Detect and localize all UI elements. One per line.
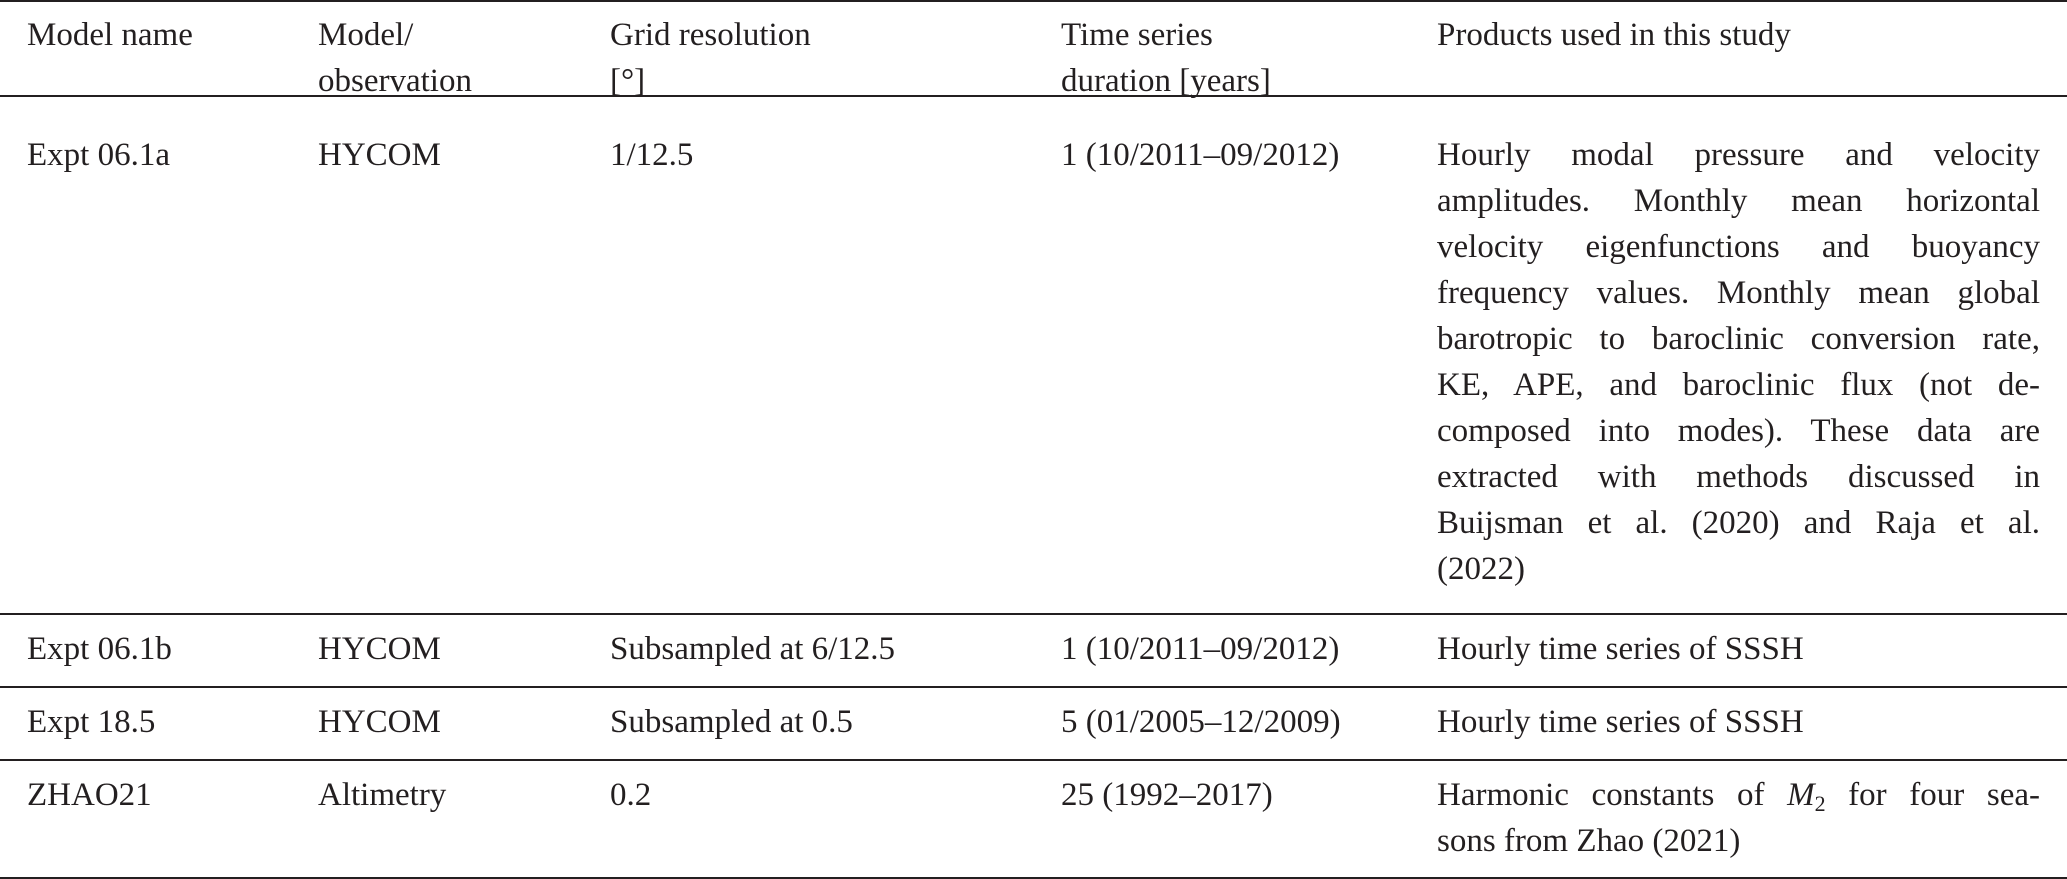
products-line: Buijsman et al. (2020) and Raja et al.	[1437, 505, 2040, 541]
cell-duration: 1 (10/2011–09/2012)	[1061, 631, 1340, 667]
products-line: extracted with methods discussed in	[1437, 459, 2040, 495]
products-line: Harmonic constants of M2 for four sea-	[1437, 777, 2040, 816]
cell-grid-resolution: Subsampled at 0.5	[610, 704, 853, 740]
cell-grid-resolution: Subsampled at 6/12.5	[610, 631, 896, 667]
products-line: frequency values. Monthly mean global	[1437, 275, 2040, 311]
products-line: Hourly modal pressure and velocity	[1437, 137, 2040, 173]
header-grid-resolution: Grid resolution [°]	[610, 17, 811, 99]
cell-products: Hourly modal pressure and velocity ampli…	[1437, 132, 2040, 592]
cell-duration: 1 (10/2011–09/2012)	[1061, 137, 1340, 173]
cell-model-name: Expt 06.1b	[27, 631, 172, 667]
products-line: amplitudes. Monthly mean horizontal	[1437, 183, 2040, 219]
table-bottom-rule	[0, 877, 2067, 879]
cell-products: Hourly time series of SSSH	[1437, 704, 1804, 740]
header-model-observation: Model/ observation	[318, 17, 472, 99]
cell-duration: 25 (1992–2017)	[1061, 777, 1273, 813]
header-model-name: Model name	[27, 17, 193, 53]
row-separator	[0, 759, 2067, 761]
products-line: KE, APE, and baroclinic flux (not de-	[1437, 367, 2040, 403]
cell-grid-resolution: 0.2	[610, 777, 652, 813]
cell-model-name: Expt 18.5	[27, 704, 156, 740]
cell-products: Harmonic constants of M2 for four sea- s…	[1437, 772, 2040, 864]
cell-model-type: HYCOM	[318, 704, 441, 740]
products-line: (2022)	[1437, 551, 1525, 587]
products-line: sons from Zhao (2021)	[1437, 823, 1741, 859]
cell-grid-resolution: 1/12.5	[610, 137, 694, 173]
cell-model-name: ZHAO21	[27, 777, 152, 813]
cell-model-type: HYCOM	[318, 137, 441, 173]
products-line: composed into modes). These data are	[1437, 413, 2040, 449]
header-bottom-rule	[0, 95, 2067, 97]
cell-products: Hourly time series of SSSH	[1437, 631, 1804, 667]
cell-model-type: HYCOM	[318, 631, 441, 667]
row-separator	[0, 613, 2067, 615]
header-time-series-duration: Time series duration [years]	[1061, 17, 1271, 99]
header-products: Products used in this study	[1437, 17, 1791, 53]
products-line: velocity eigenfunctions and buoyancy	[1437, 229, 2040, 265]
cell-model-name: Expt 06.1a	[27, 137, 170, 173]
m2-symbol: M2	[1787, 777, 1826, 816]
cell-model-type: Altimetry	[318, 777, 447, 813]
products-line: barotropic to baroclinic conversion rate…	[1437, 321, 2040, 357]
table-top-rule	[0, 0, 2067, 2]
cell-duration: 5 (01/2005–12/2009)	[1061, 704, 1341, 740]
row-separator	[0, 686, 2067, 688]
